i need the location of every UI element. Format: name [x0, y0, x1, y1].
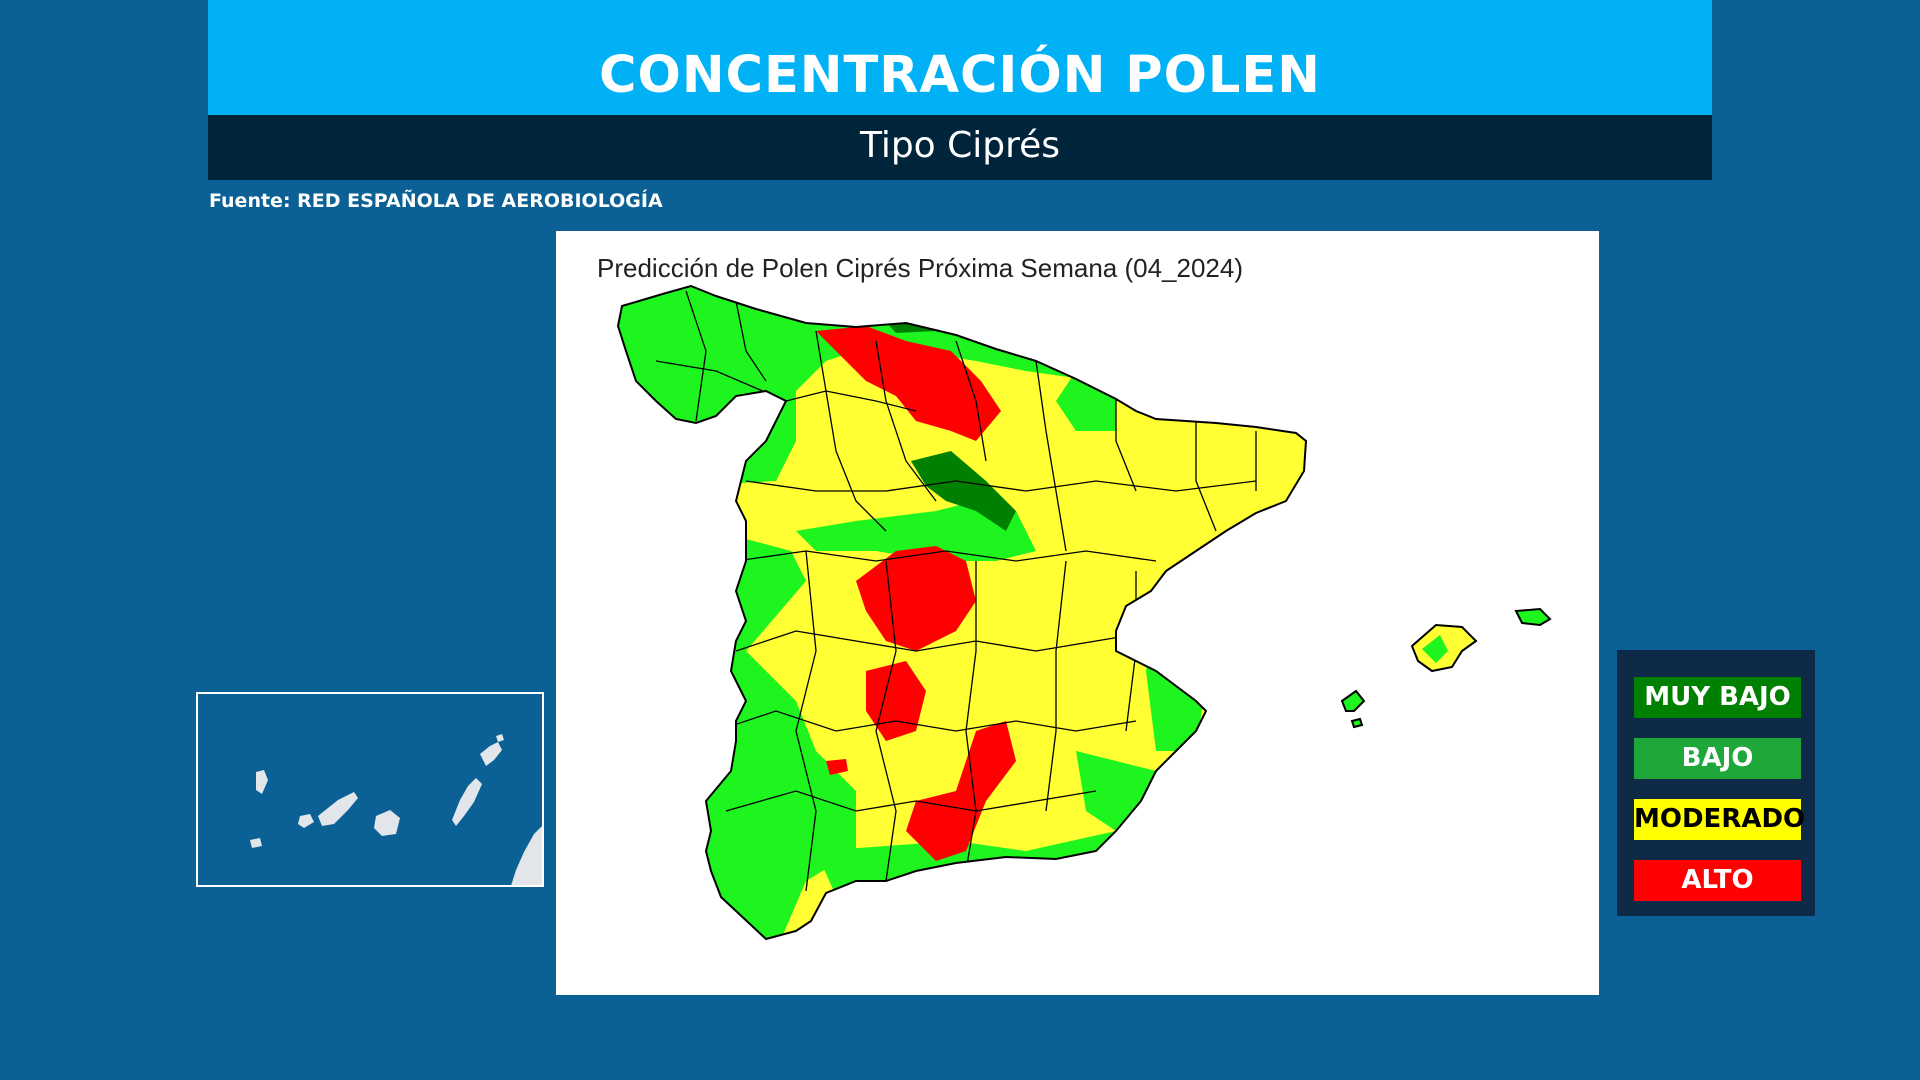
- island-mallorca-green: [1422, 635, 1448, 663]
- island-fuerteventura: [452, 778, 482, 826]
- island-el-hierro: [250, 838, 262, 848]
- pollen-zones: [618, 286, 1306, 939]
- island-formentera: [1350, 717, 1364, 729]
- island-la-palma: [256, 770, 268, 794]
- map-panel: Predicción de Polen Ciprés Próxima Seman…: [556, 231, 1599, 995]
- balearic-islands: [1340, 607, 1552, 729]
- page-title: CONCENTRACIÓN POLEN: [599, 46, 1321, 105]
- zone-alto-patch-1: [826, 759, 848, 775]
- subtitle-band: Tipo Ciprés: [208, 115, 1712, 180]
- legend-item-bajo: BAJO: [1634, 738, 1801, 779]
- spain-outline: [616, 284, 1308, 941]
- source-label: Fuente: RED ESPAÑOLA DE AEROBIOLOGÍA: [209, 190, 663, 212]
- canary-islands-map: [250, 734, 542, 885]
- province-borders: [655, 290, 1257, 892]
- africa-coast: [511, 826, 542, 885]
- island-ibiza: [1340, 689, 1366, 712]
- zone-alto-centre: [856, 546, 976, 651]
- legend-item-muy-bajo: MUY BAJO: [1634, 677, 1801, 718]
- zone-muybajo-centre: [911, 451, 1016, 531]
- zone-bajo-centre-band: [796, 501, 1036, 561]
- zone-alto-la-mancha: [866, 661, 926, 741]
- canary-islands-inset: [196, 692, 544, 887]
- island-la-graciosa: [496, 734, 504, 742]
- island-la-gomera: [298, 814, 314, 828]
- legend-item-alto: ALTO: [1634, 860, 1801, 901]
- legend-item-moderado: MODERADO: [1634, 799, 1805, 840]
- zone-alto-north: [816, 326, 1001, 441]
- page-subtitle: Tipo Ciprés: [859, 125, 1061, 166]
- island-lanzarote: [480, 742, 502, 766]
- island-menorca: [1514, 607, 1552, 627]
- island-tenerife: [318, 792, 358, 826]
- map-title: Predicción de Polen Ciprés Próxima Seman…: [597, 253, 1244, 283]
- spain-pollen-map: [616, 284, 1552, 941]
- title-band: CONCENTRACIÓN POLEN: [208, 0, 1712, 115]
- legend: MUY BAJO BAJO MODERADO ALTO: [1617, 650, 1815, 916]
- island-gran-canaria: [374, 810, 400, 836]
- zone-alto-south: [906, 721, 1016, 861]
